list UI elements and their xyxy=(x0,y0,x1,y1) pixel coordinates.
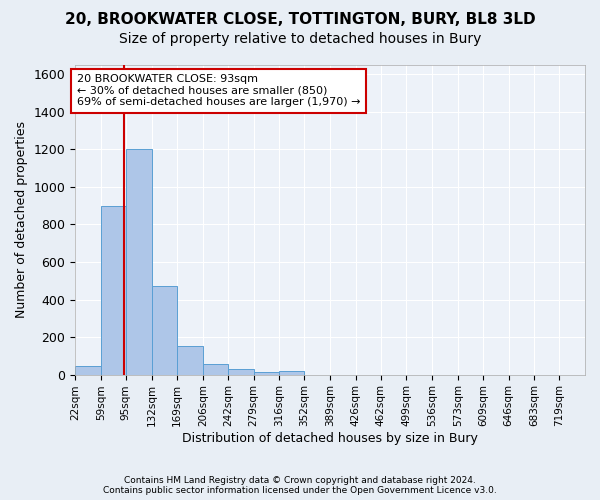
Bar xyxy=(254,372,280,374)
Text: Size of property relative to detached houses in Bury: Size of property relative to detached ho… xyxy=(119,32,481,46)
Bar xyxy=(101,206,126,374)
Text: Contains public sector information licensed under the Open Government Licence v3: Contains public sector information licen… xyxy=(103,486,497,495)
Text: Contains HM Land Registry data © Crown copyright and database right 2024.: Contains HM Land Registry data © Crown c… xyxy=(124,476,476,485)
Bar xyxy=(280,371,304,374)
Bar xyxy=(75,366,101,374)
Bar xyxy=(152,286,177,374)
Text: 20 BROOKWATER CLOSE: 93sqm
← 30% of detached houses are smaller (850)
69% of sem: 20 BROOKWATER CLOSE: 93sqm ← 30% of deta… xyxy=(77,74,360,108)
Y-axis label: Number of detached properties: Number of detached properties xyxy=(15,122,28,318)
Bar xyxy=(126,150,152,374)
X-axis label: Distribution of detached houses by size in Bury: Distribution of detached houses by size … xyxy=(182,432,478,445)
Bar xyxy=(228,369,254,374)
Bar xyxy=(177,346,203,374)
Text: 20, BROOKWATER CLOSE, TOTTINGTON, BURY, BL8 3LD: 20, BROOKWATER CLOSE, TOTTINGTON, BURY, … xyxy=(65,12,535,28)
Bar xyxy=(203,364,228,374)
